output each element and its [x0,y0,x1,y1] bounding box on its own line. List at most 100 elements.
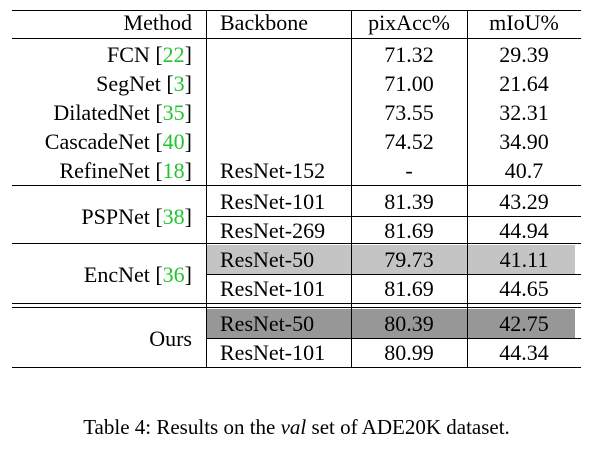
bracket: ] [184,204,192,229]
pixacc-cell-text: 73.55 [384,100,434,125]
miou-cell: 44.34 [467,338,581,368]
pixacc-cell: 80.99 [351,338,467,368]
column-header-method-text: Method [123,10,192,35]
method-cell: Ours [12,309,192,368]
method-cell-text: PSPNet [81,204,150,229]
citation-link[interactable]: 18 [162,158,185,183]
column-header-method: Method [12,8,192,38]
pixacc-cell: - [351,156,467,186]
backbone-cell: ResNet-101 [220,338,350,368]
row-separator [206,216,581,217]
bracket: ] [184,42,192,67]
column-header-backbone: Backbone [220,8,340,38]
citation-link[interactable]: 22 [162,42,185,67]
backbone-cell: ResNet-101 [220,187,350,217]
miou-cell: 21.64 [467,69,581,99]
miou-cell-text: 21.64 [499,71,549,96]
bracket: [ [149,262,163,287]
backbone-cell-text: ResNet-269 [220,218,326,243]
column-rule [206,10,207,367]
pixacc-cell-text: 81.69 [384,276,434,301]
backbone-cell: ResNet-50 [220,245,350,275]
bracket: ] [184,129,192,154]
backbone-cell-text: ResNet-101 [220,276,326,301]
horizontal-rule [12,367,581,368]
method-cell-text: FCN [107,42,150,67]
pixacc-cell: 71.00 [351,69,467,99]
miou-cell-text: 44.65 [499,276,549,301]
method-cell-text: DilatedNet [53,100,150,125]
column-rule [467,10,468,367]
pixacc-cell: 74.52 [351,127,467,157]
pixacc-cell-text: 80.99 [384,340,434,365]
miou-cell: 44.94 [467,216,581,246]
pixacc-cell: 81.69 [351,274,467,304]
bracket: [ [149,204,163,229]
citation-link[interactable]: 40 [162,129,185,154]
backbone-cell: ResNet-101 [220,274,350,304]
pixacc-cell-text: 80.39 [384,311,434,336]
pixacc-cell-text: 74.52 [384,129,434,154]
miou-cell-text: 44.34 [499,340,549,365]
bracket: [ [160,71,174,96]
backbone-cell: ResNet-269 [220,216,350,246]
method-cell: RefineNet [18] [12,156,192,186]
miou-cell: 34.90 [467,127,581,157]
method-cell-text: Ours [149,326,192,351]
method-cell: EncNet [36] [12,245,192,304]
citation-link[interactable]: 38 [162,204,185,229]
caption-emphasis: val [280,415,307,439]
miou-cell: 44.65 [467,274,581,304]
row-separator [206,274,581,275]
column-header-pixacc-text: pixAcc% [368,10,450,35]
bracket: ] [184,158,192,183]
method-cell: DilatedNet [35] [12,98,192,128]
column-header-backbone-text: Backbone [220,10,308,35]
citation-link[interactable]: 36 [162,262,185,287]
pixacc-cell-text: 79.73 [384,247,434,272]
bracket: [ [149,42,163,67]
bracket: [ [149,129,163,154]
pixacc-cell: 73.55 [351,98,467,128]
method-cell: CascadeNet [40] [12,127,192,157]
miou-cell-text: 40.7 [504,158,544,183]
column-header-pixacc: pixAcc% [351,8,467,38]
pixacc-cell: 80.39 [351,309,467,339]
horizontal-rule [12,10,581,11]
miou-cell: 41.11 [467,245,581,275]
citation-link[interactable]: 35 [162,100,185,125]
method-cell-text: SegNet [96,71,161,96]
miou-cell: 29.39 [467,40,581,70]
backbone-cell-text: ResNet-101 [220,340,326,365]
pixacc-cell-text: 71.32 [384,42,434,67]
pixacc-cell: 71.32 [351,40,467,70]
bracket: ] [184,262,192,287]
column-rule [351,10,352,367]
backbone-cell: ResNet-152 [220,156,350,186]
miou-cell-text: 42.75 [499,311,549,336]
citation-link[interactable]: 3 [173,71,185,96]
pixacc-cell-text: 81.69 [384,218,434,243]
method-cell: SegNet [3] [12,69,192,99]
method-cell: FCN [22] [12,40,192,70]
highlight-dark [207,309,575,338]
bracket: ] [184,100,192,125]
pixacc-cell-text: 81.39 [384,189,434,214]
method-cell-text: CascadeNet [44,129,150,154]
horizontal-rule [12,307,581,308]
horizontal-rule [12,303,581,304]
miou-cell-text: 41.11 [499,247,549,272]
miou-cell: 43.29 [467,187,581,217]
miou-cell: 32.31 [467,98,581,128]
caption-prefix: Table 4: Results on the [83,415,281,439]
backbone-cell-text: ResNet-50 [220,247,315,272]
method-cell-text: RefineNet [59,158,150,183]
miou-cell-text: 34.90 [499,129,549,154]
pixacc-cell: 79.73 [351,245,467,275]
pixacc-cell: 81.39 [351,187,467,217]
highlight-light [207,245,575,274]
column-header-miou: mIoU% [467,8,581,38]
miou-cell-text: 44.94 [499,218,549,243]
backbone-cell-text: ResNet-101 [220,189,326,214]
